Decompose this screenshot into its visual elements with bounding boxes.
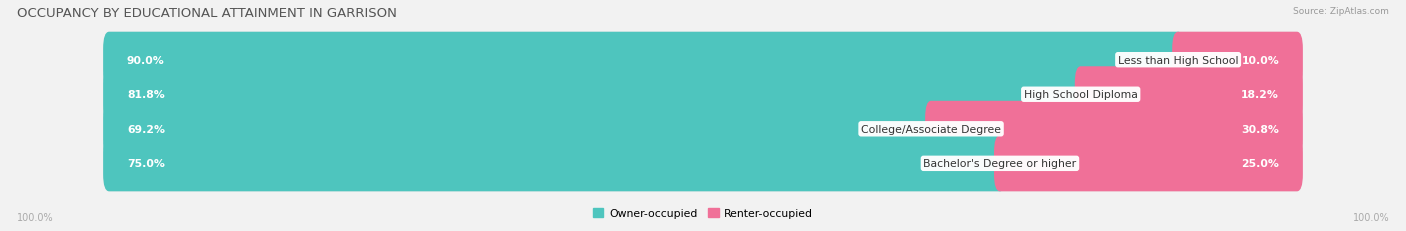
Text: 75.0%: 75.0% bbox=[127, 159, 165, 169]
FancyBboxPatch shape bbox=[103, 101, 936, 157]
FancyBboxPatch shape bbox=[1074, 67, 1303, 123]
Text: 30.8%: 30.8% bbox=[1241, 124, 1279, 134]
Text: 10.0%: 10.0% bbox=[1241, 55, 1279, 65]
FancyBboxPatch shape bbox=[103, 101, 1303, 157]
FancyBboxPatch shape bbox=[994, 136, 1303, 191]
Text: 100.0%: 100.0% bbox=[1353, 212, 1389, 222]
FancyBboxPatch shape bbox=[103, 33, 1184, 88]
FancyBboxPatch shape bbox=[103, 33, 1303, 88]
Text: High School Diploma: High School Diploma bbox=[1024, 90, 1137, 100]
FancyBboxPatch shape bbox=[103, 67, 1087, 123]
FancyBboxPatch shape bbox=[1173, 33, 1303, 88]
FancyBboxPatch shape bbox=[925, 101, 1303, 157]
FancyBboxPatch shape bbox=[103, 136, 1005, 191]
Text: 69.2%: 69.2% bbox=[127, 124, 165, 134]
Text: 18.2%: 18.2% bbox=[1241, 90, 1279, 100]
Text: 81.8%: 81.8% bbox=[127, 90, 165, 100]
Text: OCCUPANCY BY EDUCATIONAL ATTAINMENT IN GARRISON: OCCUPANCY BY EDUCATIONAL ATTAINMENT IN G… bbox=[17, 7, 396, 20]
Text: Bachelor's Degree or higher: Bachelor's Degree or higher bbox=[924, 159, 1077, 169]
Text: College/Associate Degree: College/Associate Degree bbox=[860, 124, 1001, 134]
Text: Less than High School: Less than High School bbox=[1118, 55, 1239, 65]
Text: Source: ZipAtlas.com: Source: ZipAtlas.com bbox=[1294, 7, 1389, 16]
FancyBboxPatch shape bbox=[103, 136, 1303, 191]
Legend: Owner-occupied, Renter-occupied: Owner-occupied, Renter-occupied bbox=[593, 208, 813, 218]
Text: 100.0%: 100.0% bbox=[17, 212, 53, 222]
FancyBboxPatch shape bbox=[103, 67, 1303, 123]
Text: 90.0%: 90.0% bbox=[127, 55, 165, 65]
Text: 25.0%: 25.0% bbox=[1241, 159, 1279, 169]
